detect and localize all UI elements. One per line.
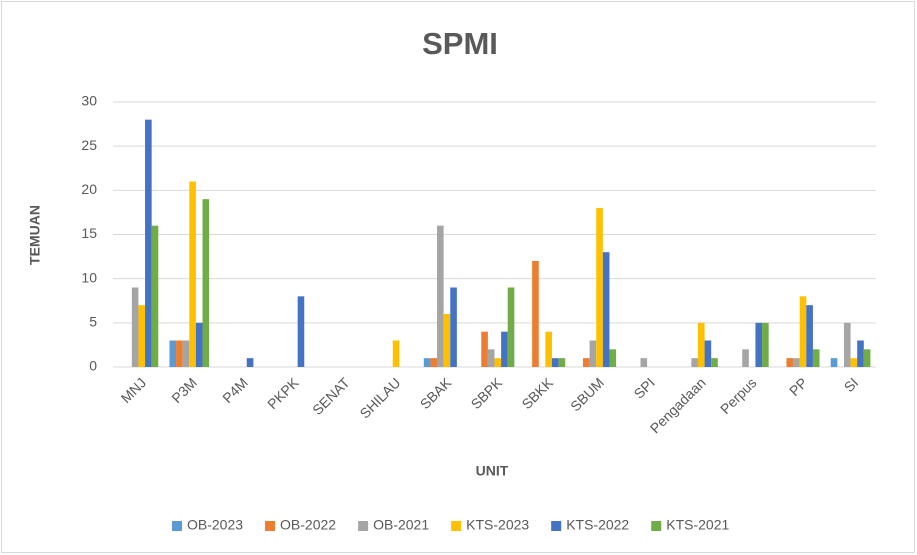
bar — [443, 314, 451, 367]
legend-swatch — [551, 521, 562, 531]
bar — [176, 340, 183, 367]
bar — [392, 340, 400, 367]
legend-label: KTS-2021 — [666, 517, 729, 533]
bar — [494, 358, 502, 367]
bar — [596, 208, 603, 367]
bar — [742, 349, 749, 367]
chart-title: SPMI — [422, 26, 498, 61]
bar — [762, 322, 769, 367]
y-tick-label: 20 — [81, 181, 97, 197]
bar — [806, 305, 813, 367]
bar — [691, 358, 698, 367]
bar — [450, 287, 457, 367]
bar — [481, 331, 488, 367]
x-axis-label: UNIT — [476, 463, 509, 479]
bar — [589, 340, 597, 367]
bar — [830, 358, 838, 367]
bar — [545, 331, 552, 367]
bar — [711, 358, 718, 367]
bar — [423, 358, 431, 367]
legend-swatch — [358, 521, 369, 531]
bar — [138, 305, 146, 367]
bar — [507, 287, 515, 367]
bar — [602, 252, 610, 367]
y-tick-label: 30 — [81, 93, 97, 109]
bar — [786, 358, 794, 367]
bar — [182, 340, 190, 367]
legend-swatch — [651, 521, 662, 531]
legend-swatch — [265, 521, 276, 531]
bar — [857, 340, 864, 367]
bar — [793, 358, 800, 367]
bar — [843, 322, 851, 367]
legend-label: OB-2023 — [187, 517, 243, 533]
y-tick-label: 10 — [81, 269, 97, 285]
y-tick-label: 5 — [89, 314, 97, 330]
bar — [501, 331, 508, 367]
bar — [558, 358, 566, 367]
bar — [430, 358, 438, 367]
bar — [812, 349, 820, 367]
legend-label: KTS-2022 — [566, 517, 629, 533]
y-axis-label: TEMUAN — [27, 205, 43, 265]
bar — [189, 181, 196, 367]
bar — [799, 296, 807, 367]
bar — [532, 261, 539, 367]
bar — [151, 225, 159, 367]
bar — [755, 322, 763, 367]
bar — [246, 358, 254, 367]
bar — [583, 358, 590, 367]
bar — [131, 287, 139, 367]
y-tick-label: 15 — [81, 225, 97, 241]
bar — [297, 296, 305, 367]
y-tick-label: 0 — [89, 358, 97, 374]
legend-label: OB-2022 — [280, 517, 336, 533]
bar — [145, 119, 152, 368]
bar — [640, 358, 648, 367]
bar — [609, 349, 617, 367]
bar — [202, 199, 210, 367]
bar — [704, 340, 712, 367]
bar — [863, 349, 871, 367]
legend-swatch — [451, 521, 462, 531]
legend-label: KTS-2023 — [466, 517, 529, 533]
bar — [487, 349, 495, 367]
bar — [697, 322, 705, 367]
bar — [437, 225, 444, 367]
bar — [169, 340, 177, 367]
bar — [195, 322, 203, 367]
legend-swatch — [172, 521, 182, 531]
bar — [551, 358, 559, 367]
legend-label: OB-2021 — [373, 517, 429, 533]
y-tick-label: 25 — [81, 137, 97, 153]
bar — [850, 358, 858, 367]
